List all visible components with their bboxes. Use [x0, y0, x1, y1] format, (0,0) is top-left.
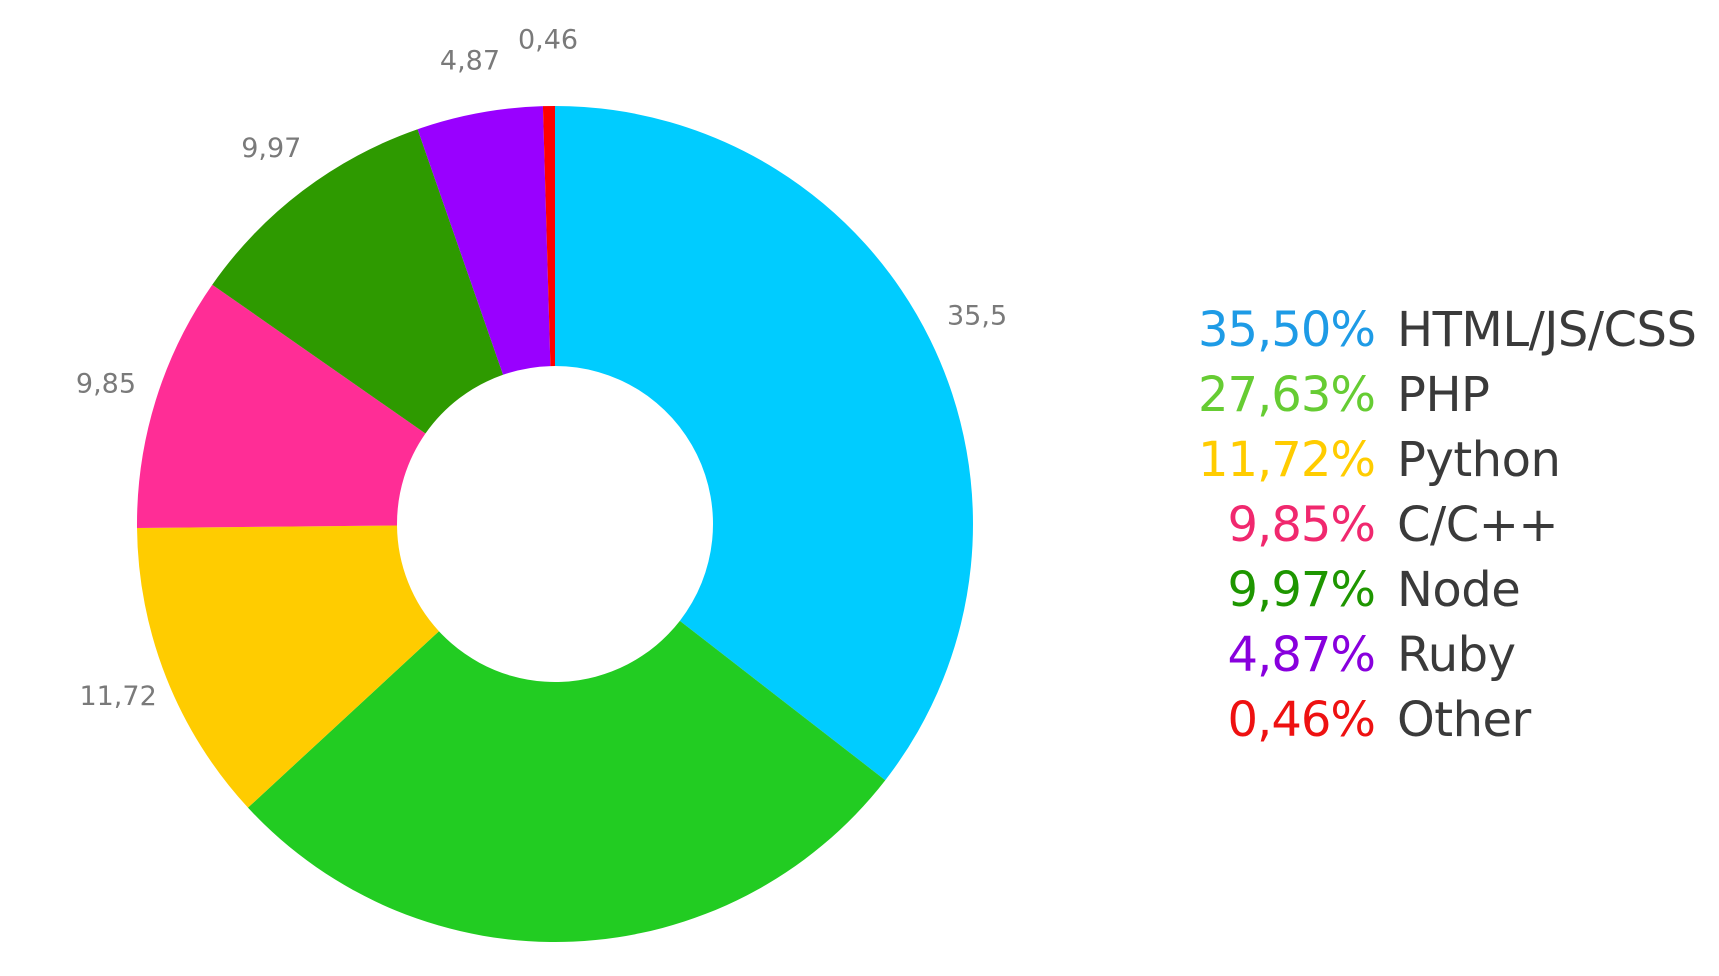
- legend-percent: 35,50%: [1197, 302, 1376, 358]
- legend-item: 9,97% Node: [1150, 558, 1697, 623]
- slice-label-node: 9,97: [241, 133, 301, 164]
- legend-label: PHP: [1397, 367, 1490, 423]
- legend-label: Other: [1397, 692, 1531, 748]
- legend-percent: 27,63%: [1197, 367, 1376, 423]
- legend-percent: 4,87%: [1227, 627, 1376, 683]
- slice-label-html-js-css: 35,5: [947, 301, 1007, 332]
- slice-ruby: [417, 106, 551, 375]
- legend-label: Python: [1397, 432, 1561, 488]
- chart-legend: 35,50% HTML/JS/CSS 27,63% PHP 11,72% Python 9,…: [1150, 298, 1697, 753]
- slice-c-c-: [137, 284, 426, 528]
- slice-label-c-c-: 9,85: [76, 369, 136, 400]
- legend-item: 35,50% HTML/JS/CSS: [1150, 298, 1697, 363]
- legend-label: C/C++: [1397, 497, 1559, 553]
- legend-percent: 0,46%: [1227, 692, 1376, 748]
- legend-item: 11,72% Python: [1150, 428, 1697, 493]
- slice-value-labels: 35,5 11,72 9,85 9,97 4,87 0,46: [76, 25, 1007, 712]
- legend-percent: 9,85%: [1227, 497, 1376, 553]
- slice-label-other: 0,46: [518, 25, 578, 56]
- legend-percent: 11,72%: [1197, 432, 1376, 488]
- slice-php: [247, 620, 886, 942]
- legend-item: 9,85% C/C++: [1150, 493, 1697, 558]
- slice-label-ruby: 4,87: [440, 45, 500, 76]
- legend-label: HTML/JS/CSS: [1397, 302, 1697, 358]
- slice-node: [212, 129, 504, 434]
- slice-html-js-css: [555, 106, 973, 781]
- legend-item: 4,87% Ruby: [1150, 623, 1697, 688]
- legend-label: Node: [1397, 562, 1521, 618]
- legend-percent: 9,97%: [1227, 562, 1376, 618]
- slice-other: [542, 106, 555, 367]
- legend-item: 0,46% Other: [1150, 688, 1697, 753]
- legend-item: 27,63% PHP: [1150, 363, 1697, 428]
- donut-slices: [137, 106, 973, 942]
- slice-label-python: 11,72: [79, 681, 156, 712]
- legend-label: Ruby: [1397, 627, 1516, 683]
- slice-python: [137, 525, 439, 808]
